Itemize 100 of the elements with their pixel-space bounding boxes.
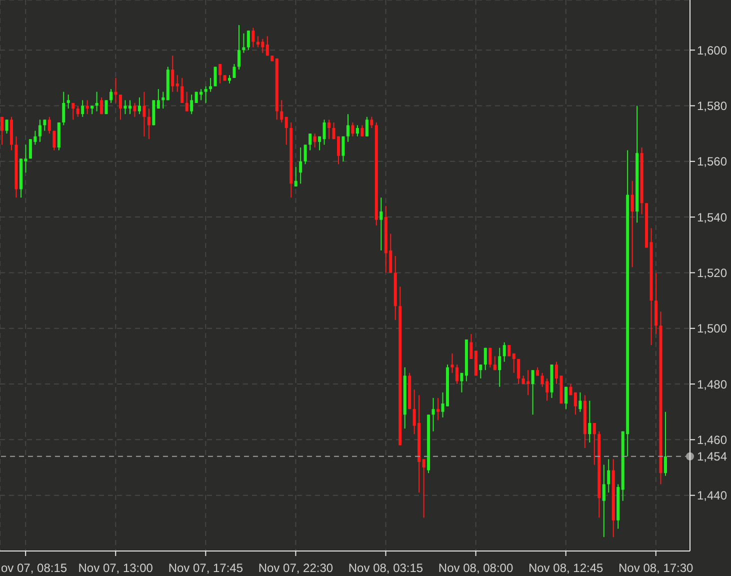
candlestick [218,64,222,84]
candlestick [299,146,302,184]
candlestick [360,124,364,137]
candlestick [493,356,496,371]
candlestick [232,64,236,78]
y-tick-label: 1,580 [697,99,728,114]
y-tick-label: 1,500 [697,322,728,336]
candlestick [162,91,165,110]
candlestick [133,102,136,118]
candlestick [114,77,118,104]
x-tick-label: Nov 07, 22:30 [258,561,334,575]
candlestick [328,119,331,140]
x-tick-label: Nov 08, 08:00 [438,561,514,575]
x-tick-label: Nov 08, 12:45 [528,561,604,575]
y-tick-label: 1,440 [697,488,728,503]
candlestick [479,364,482,379]
candlestick [578,392,582,412]
candlestick [38,119,42,142]
candlestick [436,397,440,421]
x-tick-label: Nov 07, 17:45 [168,561,244,575]
y-tick-label: 1,560 [697,154,728,169]
y-tick-label: 1,520 [697,266,728,280]
candlestick [52,130,56,151]
candlestick [460,372,464,393]
candlestick [664,411,667,476]
x-tick-label: ov 07, 08:15 [1,561,68,575]
candlestick [176,74,179,92]
candlestick [156,88,160,110]
candlestick [502,342,506,362]
y-tick-label: 1,540 [697,210,728,224]
candlestick [214,66,217,87]
candlestick [138,96,141,115]
candlestick [76,105,80,118]
candlestick [512,352,516,374]
candlestick [308,133,312,151]
candlestick [266,36,269,56]
candlestick [81,100,84,118]
x-tick-label: Nov 08, 17:30 [618,561,694,575]
candlestick [86,100,89,115]
candlestick [128,100,132,115]
candlestick [190,94,194,115]
candlestick [0,116,4,146]
candlestick [119,94,122,120]
candlestick [470,333,473,360]
candlestick [630,180,634,268]
candlestick [531,370,534,416]
candlestick [280,100,284,123]
candlestick [5,119,8,134]
y-tick-label: 1,480 [697,377,728,392]
candlestick [209,77,212,92]
candlestick [380,197,383,251]
candlestick [498,347,502,388]
candlestick [43,119,46,132]
candlestick [318,136,322,151]
candlestick [95,91,98,112]
candlestick [104,100,108,115]
candlestick [564,386,568,410]
x-tick-label: Nov 07, 13:00 [78,561,154,575]
candlestick [204,86,208,104]
candlestick [304,144,307,165]
candlestick [72,102,75,120]
candlestick [574,392,577,416]
candlestick [342,136,345,162]
candlestick [322,119,326,146]
candlestick [484,347,487,371]
candlestick [346,114,350,142]
candlestick [488,347,492,368]
candlestick [313,133,316,148]
y-tick-label: 1,600 [697,43,728,58]
candlestick [48,116,51,134]
candlestick [66,94,70,110]
candlestick [142,91,146,137]
candlestick [294,166,298,187]
candlestick [171,55,174,92]
candlestick [455,364,458,385]
candlestick [252,27,255,48]
candlestick [180,77,184,104]
candlestick [124,100,127,115]
candlestick [147,108,150,140]
candlestick [370,116,374,129]
candlestick [607,458,610,494]
y-tick-label: 1,460 [697,432,728,447]
x-tick-label: Nov 08, 03:15 [348,561,424,575]
candlestick [365,116,368,137]
candlestick [588,400,592,443]
candlestick [422,458,426,518]
candlestick [62,91,66,126]
candlestick [517,358,520,385]
candlestick [284,116,288,146]
candlestick [592,422,596,466]
candlestick [356,124,359,137]
candlestick [450,352,454,374]
candlestick [110,88,113,104]
candlestick [602,464,606,538]
candlestick [242,32,246,54]
ref-line-label: 1,454 [697,449,728,464]
candlestick [185,91,188,112]
candlestick [432,397,435,432]
candlestick [100,96,104,115]
candlestick [246,30,250,51]
